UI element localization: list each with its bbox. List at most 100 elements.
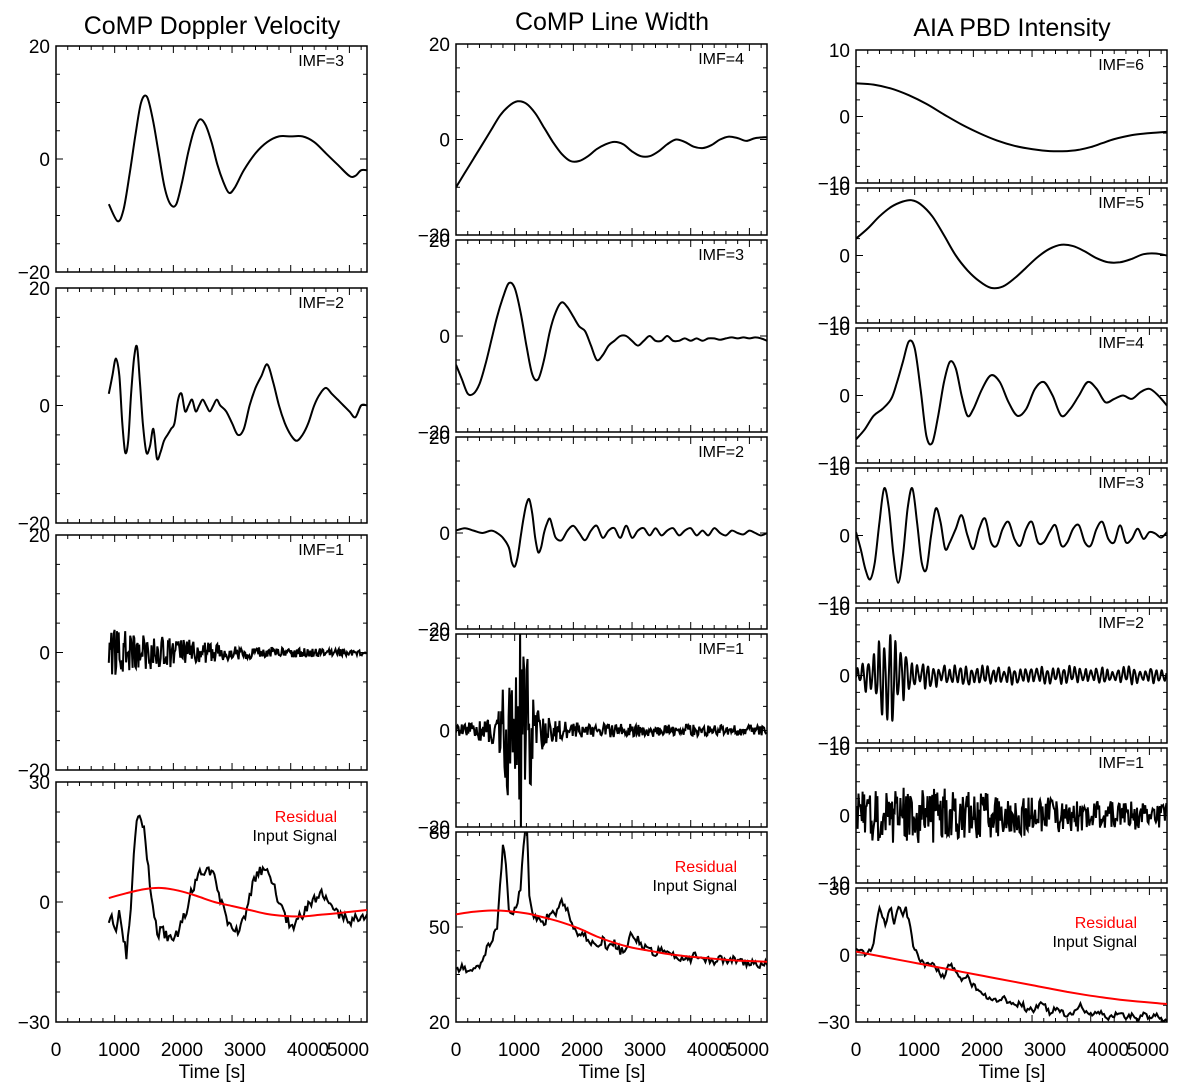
- series-line: [856, 634, 1167, 722]
- panel: 30 0 −30 Residual Input Signal: [18, 773, 368, 1034]
- x-tick-label: 5000: [327, 1040, 369, 1061]
- panel-label: IMF=1: [1098, 755, 1144, 772]
- panel: 20 0 −20 IMF=1: [18, 526, 368, 782]
- input-signal-line: [107, 814, 367, 960]
- y-tick-label: 30: [829, 879, 850, 900]
- x-tick-label: 3000: [224, 1040, 266, 1061]
- x-tick-label: 0: [451, 1040, 462, 1061]
- y-tick-label: 20: [429, 625, 450, 646]
- legend-residual: Residual: [275, 809, 337, 826]
- y-tick-label: −20: [418, 818, 450, 839]
- y-tick-label: −30: [818, 1013, 850, 1034]
- panel: 80 50 20 Residual Input Signal: [429, 823, 768, 1034]
- x-axis-label-linewidth: Time [s]: [579, 1062, 646, 1083]
- plot-area: [456, 498, 767, 568]
- plot-area: [856, 339, 1167, 446]
- series-line: [456, 100, 767, 188]
- residual-line: [856, 950, 1167, 1006]
- input-signal-line: [456, 832, 767, 974]
- panel: 20 0 −20 IMF=2: [18, 279, 368, 535]
- y-tick-label: 20: [429, 428, 450, 449]
- x-tick-label: 0: [851, 1040, 862, 1061]
- panel: 20 0 −20 IMF=2: [418, 428, 768, 641]
- x-tick-label: 0: [51, 1040, 62, 1061]
- series-line: [107, 94, 367, 223]
- plot-area: [456, 634, 767, 827]
- panel: 10 0 −10 IMF=6: [818, 41, 1168, 195]
- series-line: [456, 281, 767, 397]
- y-tick-label: 0: [39, 644, 50, 665]
- y-tick-label: 10: [829, 179, 850, 200]
- y-tick-label: 0: [39, 397, 50, 418]
- y-tick-label: −20: [418, 620, 450, 641]
- y-tick-label: 0: [839, 387, 850, 408]
- y-tick-label: 10: [829, 739, 850, 760]
- x-tick-labels-linewidth: 0 1000 2000 3000 4000 5000: [451, 1040, 769, 1061]
- residual-line: [456, 909, 767, 963]
- x-tick-labels-aia: 0 1000 2000 3000 4000 5000: [851, 1040, 1169, 1061]
- y-tick-label: 0: [839, 527, 850, 548]
- panel: 20 0 −20 IMF=4: [418, 35, 768, 247]
- y-tick-label: 0: [839, 247, 850, 268]
- y-tick-label: 0: [839, 946, 850, 967]
- y-tick-label: 0: [839, 807, 850, 828]
- column-title-aia: AIA PBD Intensity: [913, 14, 1111, 42]
- input-signal-line: [856, 904, 1167, 1022]
- x-tick-label: 4000: [1087, 1040, 1129, 1061]
- panel: 10 0 −10 IMF=4: [818, 319, 1168, 475]
- legend-residual: Residual: [1075, 915, 1137, 932]
- x-tick-label: 2000: [161, 1040, 203, 1061]
- y-tick-label: 0: [39, 893, 50, 914]
- plot-area: [456, 281, 767, 397]
- y-tick-label: 30: [29, 773, 50, 794]
- y-tick-label: 0: [839, 667, 850, 688]
- y-tick-label: 10: [829, 41, 850, 62]
- y-tick-label: −30: [18, 1013, 50, 1034]
- x-tick-label: 3000: [1024, 1040, 1066, 1061]
- y-tick-label: 10: [829, 459, 850, 480]
- plot-area: [107, 94, 367, 223]
- x-tick-label: 2000: [561, 1040, 603, 1061]
- column-title-doppler: CoMP Doppler Velocity: [84, 12, 341, 40]
- series-line: [856, 487, 1167, 584]
- plot-area: [107, 814, 367, 960]
- x-axis-label-aia: Time [s]: [979, 1062, 1046, 1083]
- x-tick-label: 1000: [498, 1040, 540, 1061]
- plot-area: [856, 82, 1167, 153]
- series-line: [456, 498, 767, 568]
- panel: 20 0 −20 IMF=3: [418, 231, 768, 444]
- y-tick-label: 10: [829, 319, 850, 340]
- y-tick-label: 0: [439, 131, 450, 152]
- y-tick-label: −10: [818, 314, 850, 335]
- y-tick-label: 80: [429, 823, 450, 844]
- y-tick-label: 20: [429, 231, 450, 252]
- legend-residual: Residual: [675, 859, 737, 876]
- y-tick-label: −20: [418, 226, 450, 247]
- legend-input-signal: Input Signal: [252, 828, 337, 845]
- y-tick-label: −10: [818, 734, 850, 755]
- series-line: [107, 629, 367, 675]
- panel-label: IMF=3: [298, 53, 344, 70]
- y-tick-label: 0: [39, 150, 50, 171]
- panel: 30 0 −30 Residual Input Signal: [818, 879, 1168, 1034]
- y-tick-label: 20: [29, 37, 50, 58]
- x-tick-label: 3000: [624, 1040, 666, 1061]
- x-tick-labels-doppler: 0 1000 2000 3000 4000 5000: [51, 1040, 369, 1061]
- x-tick-label: 4000: [287, 1040, 329, 1061]
- panels: 20 0 −20 IMF=3 20 0 −20 IMF=2 20 0 −20 IMF=1 30 0 −30 R…: [18, 35, 1168, 1034]
- panel-label: IMF=1: [698, 641, 744, 658]
- chart-column-3: 10 0 −10 IMF=6 10 0 −10 IMF=5 10 0 −10 IMF=4 10 0 −10 I…: [818, 41, 1168, 1034]
- plot-area: [107, 344, 367, 461]
- series-line: [856, 339, 1167, 446]
- plot-area: [856, 634, 1167, 722]
- panel: 10 0 −10 IMF=1: [818, 739, 1168, 895]
- panel-frame: [455, 239, 768, 433]
- panel-label: IMF=2: [1098, 615, 1144, 632]
- x-tick-label: 4000: [687, 1040, 729, 1061]
- y-tick-label: −20: [18, 263, 50, 284]
- series-line: [856, 787, 1167, 844]
- legend-input-signal: Input Signal: [1052, 934, 1137, 951]
- chart-column-2: 20 0 −20 IMF=4 20 0 −20 IMF=3 20 0 −20 IMF=2 20 0 −20 I…: [418, 35, 768, 1034]
- y-tick-label: −20: [18, 761, 50, 782]
